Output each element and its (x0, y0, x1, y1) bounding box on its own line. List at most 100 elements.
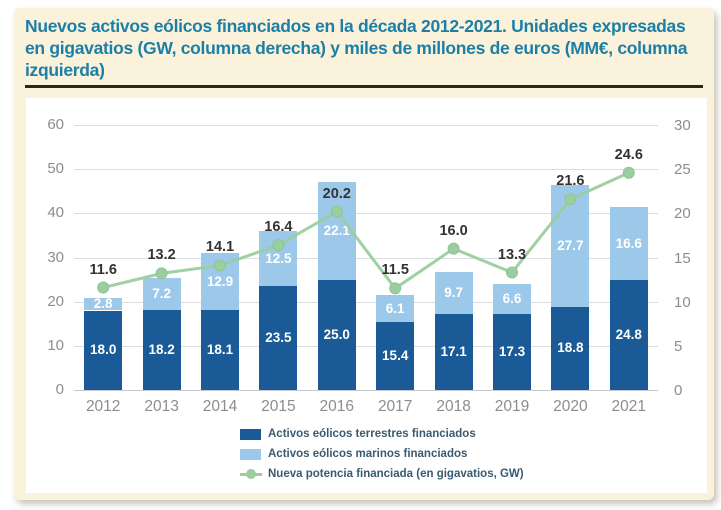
gw-value-label-2020: 21.6 (556, 173, 585, 190)
x-axis-label-2012: 2012 (85, 398, 121, 415)
bar-marino-2013 (142, 277, 181, 310)
legend-color-swatch-icon (240, 448, 261, 460)
bar-terrestre-2021 (609, 280, 648, 390)
chart-area: 0 10 20 30 40 50 60 0 5 10 15 20 25 30 18.0 2.8 2012 18.2… (26, 98, 707, 493)
bar-terrestre-2018 (434, 314, 473, 390)
gw-point-2018 (447, 242, 460, 255)
bar-marino-2012 (84, 298, 123, 311)
x-axis-label-2016: 2016 (319, 398, 355, 415)
right-axis-tick-20: 20 (674, 205, 691, 223)
left-axis-tick-50: 50 (47, 160, 64, 178)
left-axis-tick-60: 60 (47, 116, 64, 133)
right-axis-tick-30: 30 (674, 117, 691, 134)
left-axis-tick-30: 30 (47, 248, 64, 266)
gw-point-2020 (564, 193, 577, 206)
gw-point-2012 (97, 281, 110, 294)
gw-value-label-2018: 16.0 (439, 222, 468, 239)
bar-terrestre-label-2013: 18.2 (148, 341, 175, 357)
bar-terrestre-2019 (493, 313, 531, 390)
left-axis-tick-20: 20 (47, 292, 64, 310)
legend-item-1: Activos eólicos terrestres financiados (240, 424, 524, 444)
bar-marino-2019 (493, 284, 531, 314)
gw-line-plot (97, 166, 635, 295)
bar-terrestre-label-2019: 17.3 (498, 343, 526, 359)
gridline-60 (74, 125, 658, 126)
x-axis-label-2014: 2014 (202, 398, 238, 415)
gw-point-2014 (214, 259, 226, 272)
bar-marino-label-2015: 12.5 (265, 250, 292, 266)
gw-value-label-2017: 11.5 (381, 262, 409, 279)
x-axis-label-2018: 2018 (436, 398, 471, 415)
legend-item-3: Nueva potencia financiada (en gigavatios… (240, 464, 524, 484)
bar-terrestre-label-2021: 24.8 (615, 327, 642, 343)
gridline-40 (74, 213, 658, 215)
legend: Activos eólicos terrestres financiados Ac… (240, 424, 524, 484)
gridline-30 (74, 257, 658, 259)
gridline-20 (74, 301, 658, 303)
bar-marino-label-2021: 16.6 (615, 235, 642, 251)
bar-terrestre-2017 (376, 321, 415, 390)
bar-marino-2016 (317, 181, 356, 280)
bar-marino-label-2012: 2.8 (93, 296, 113, 312)
bar-marino-label-2013: 7.2 (152, 285, 171, 301)
bar-terrestre-2015 (259, 286, 298, 390)
x-axis-label-2013: 2013 (144, 398, 179, 415)
gw-point-2015 (272, 239, 285, 252)
bar-terrestre-label-2020: 18.8 (557, 340, 584, 356)
gw-value-label-2012: 11.6 (89, 261, 117, 278)
left-axis-tick-0: 0 (55, 381, 64, 398)
gw-value-label-2019: 13.3 (497, 246, 527, 263)
gw-point-2019 (506, 266, 518, 279)
gw-value-label-2016: 20.2 (322, 185, 351, 202)
legend-label: Activos eólicos marinos financiados (268, 448, 468, 460)
bar-terrestre-label-2017: 15.4 (382, 347, 409, 363)
x-axis-label-2020: 2020 (553, 398, 588, 415)
bar-marino-label-2019: 6.6 (502, 291, 522, 307)
chart-title: Nuevos activos eólicos financiados en la… (25, 16, 688, 80)
bar-terrestre-2012 (84, 310, 123, 390)
bar-terrestre-2016 (317, 279, 356, 390)
right-axis-tick-0: 0 (674, 382, 683, 399)
legend-item-2: Activos eólicos marinos financiados (240, 444, 524, 464)
bar-marino-label-2020: 27.7 (557, 237, 584, 253)
bar-marino-2018 (434, 271, 473, 315)
bar-terrestre-label-2018: 17.1 (440, 344, 467, 360)
gw-value-label-2021: 24.6 (614, 146, 643, 163)
bar-terrestre-label-2015: 23.5 (265, 330, 292, 346)
right-axis-tick-10: 10 (674, 293, 691, 311)
right-axis-tick-25: 25 (674, 161, 691, 179)
infographic-panel: Nuevos activos eólicos financiados en la… (14, 8, 714, 500)
gw-line (102, 171, 630, 291)
left-axis-tick-40: 40 (47, 204, 64, 222)
bar-marino-2017 (376, 295, 415, 322)
gw-point-2021 (622, 166, 635, 179)
gridline-10 (74, 345, 658, 347)
bar-terrestre-2014 (201, 310, 239, 390)
gw-value-label-2015: 16.4 (264, 219, 293, 236)
legend-label: Activos eólicos terrestres financiados (268, 428, 476, 440)
bar-marino-label-2014: 12.9 (206, 273, 234, 289)
bar-terrestre-label-2016: 25.0 (323, 326, 350, 342)
bar-terrestre-label-2012: 18.0 (90, 342, 117, 358)
gw-point-2017 (389, 282, 402, 295)
bar-marino-label-2017: 6.1 (385, 300, 405, 316)
legend-label: Nueva potencia financiada (en gigavatios… (268, 468, 524, 480)
gridline-50 (74, 169, 658, 171)
right-axis-tick-5: 5 (674, 337, 683, 355)
bar-terrestre-2013 (142, 309, 181, 390)
x-axis-label-2017: 2017 (377, 398, 413, 415)
x-axis-label-2015: 2015 (261, 398, 296, 415)
gw-value-label-2014: 14.1 (205, 239, 235, 256)
gridline-0 (74, 390, 658, 391)
legend-color-swatch-icon (240, 428, 261, 440)
gw-point-2016 (330, 205, 343, 218)
bar-marino-label-2018: 9.7 (444, 285, 463, 301)
title-underline (25, 85, 703, 88)
gw-value-label-2013: 13.2 (147, 247, 176, 264)
legend-line-swatch-icon (240, 469, 262, 479)
legend-line-dot-icon (246, 469, 256, 479)
bar-marino-2021 (609, 207, 648, 281)
x-axis-label-2021: 2021 (611, 398, 647, 415)
x-axis-label-2019: 2019 (494, 398, 530, 415)
